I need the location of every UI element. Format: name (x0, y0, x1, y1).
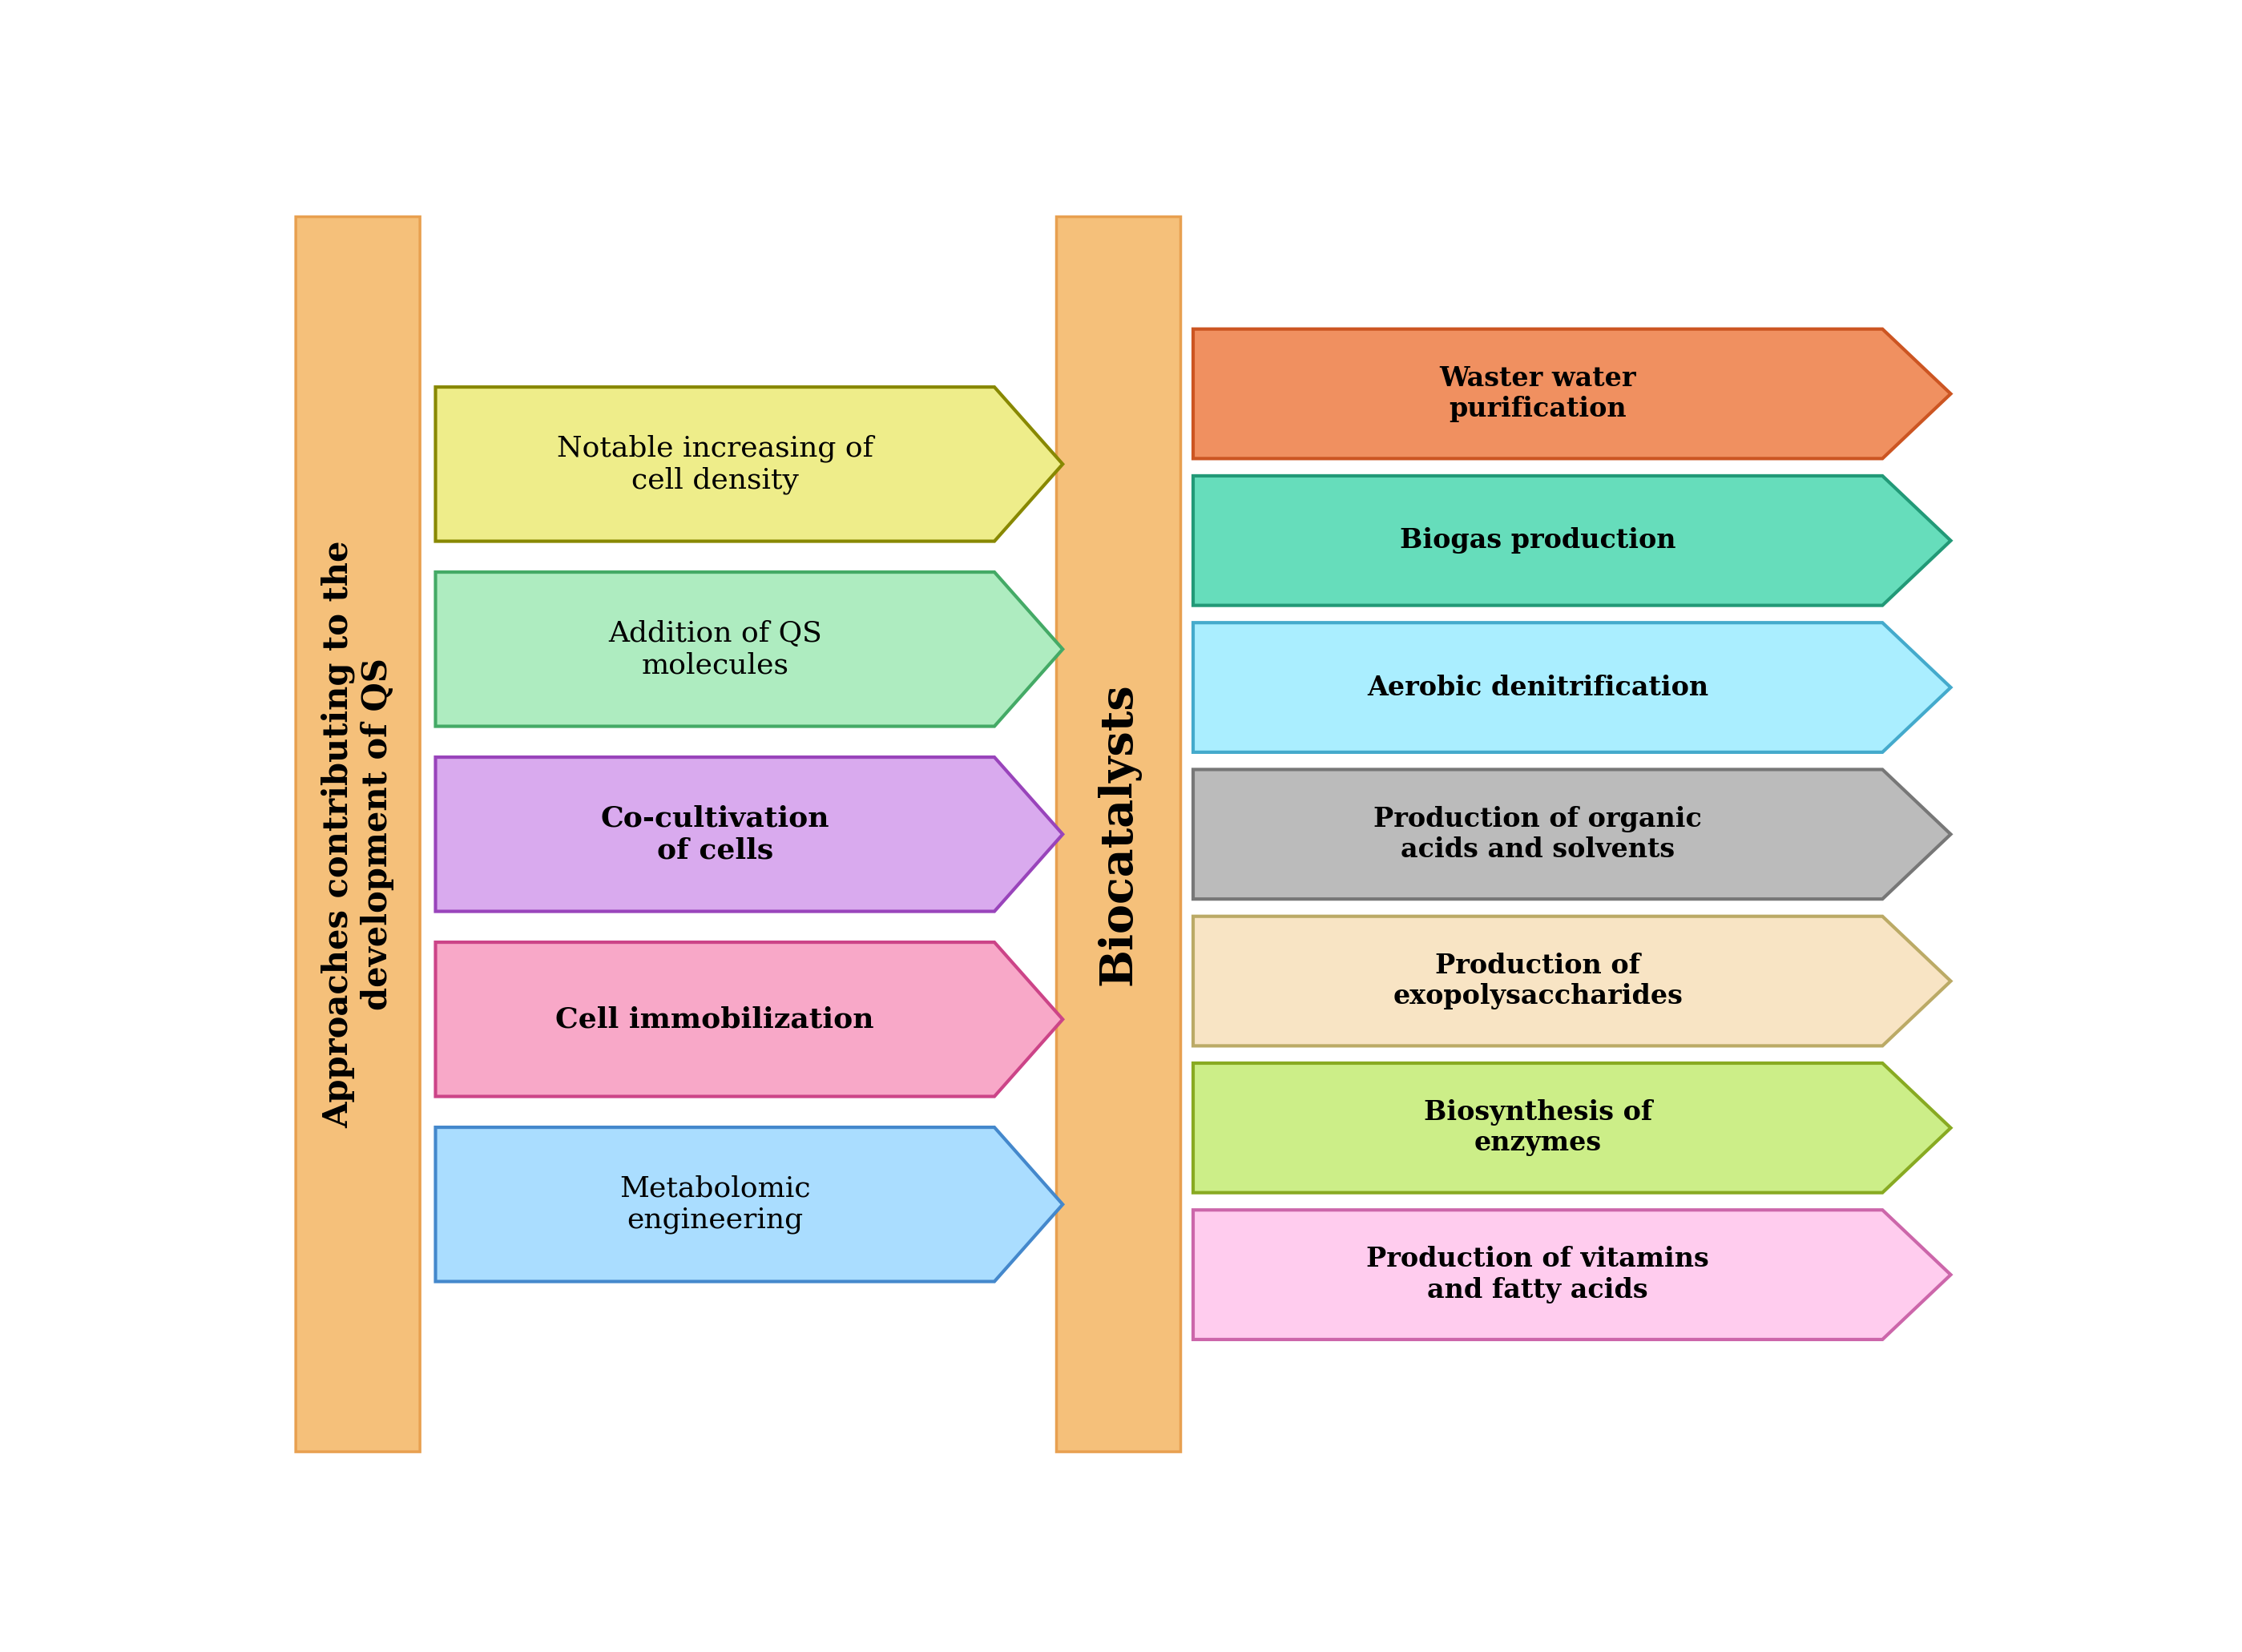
Text: Production of
exopolysaccharides: Production of exopolysaccharides (1392, 953, 1684, 1009)
Polygon shape (435, 387, 1063, 542)
Polygon shape (435, 1127, 1063, 1282)
FancyBboxPatch shape (1056, 216, 1182, 1452)
Polygon shape (1193, 770, 1951, 899)
Polygon shape (1193, 917, 1951, 1046)
Text: Biogas production: Biogas production (1399, 527, 1675, 553)
Polygon shape (1193, 1209, 1951, 1340)
Polygon shape (1193, 476, 1951, 605)
Text: Aerobic denitrification: Aerobic denitrification (1368, 674, 1708, 700)
Text: Waster water
purification: Waster water purification (1439, 365, 1637, 423)
Text: Production of vitamins
and fatty acids: Production of vitamins and fatty acids (1365, 1246, 1708, 1303)
Polygon shape (435, 757, 1063, 912)
Text: Co-cultivation
of cells: Co-cultivation of cells (601, 805, 830, 864)
Text: Biocatalysts: Biocatalysts (1096, 682, 1141, 986)
Polygon shape (435, 572, 1063, 727)
Text: Production of organic
acids and solvents: Production of organic acids and solvents (1374, 806, 1702, 862)
Text: Metabolomic
engineering: Metabolomic engineering (619, 1175, 812, 1234)
Text: Notable increasing of
cell density: Notable increasing of cell density (556, 434, 872, 494)
Polygon shape (1193, 1064, 1951, 1193)
Polygon shape (1193, 329, 1951, 459)
Text: Cell immobilization: Cell immobilization (556, 1006, 874, 1032)
Text: Addition of QS
molecules: Addition of QS molecules (608, 620, 823, 679)
FancyBboxPatch shape (296, 216, 419, 1452)
Text: Biosynthesis of
enzymes: Biosynthesis of enzymes (1424, 1099, 1652, 1156)
Text: Approaches contributing to the
development of QS: Approaches contributing to the developme… (321, 540, 395, 1128)
Polygon shape (1193, 623, 1951, 752)
Polygon shape (435, 942, 1063, 1097)
